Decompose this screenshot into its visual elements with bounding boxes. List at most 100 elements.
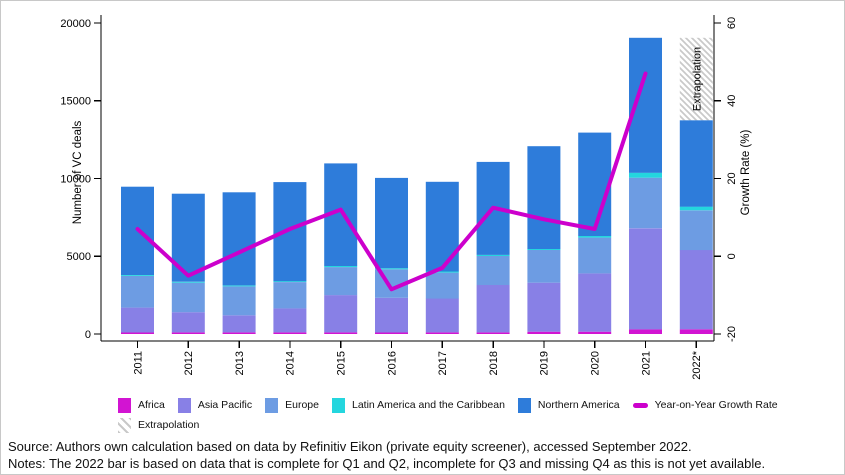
bar-2016-asia-pacific bbox=[375, 297, 408, 333]
right-axis-title: Growth Rate (%) bbox=[740, 130, 752, 216]
extrapolation-annotation: Extrapolation bbox=[691, 47, 703, 111]
bar-2016-latin-america-and-the-caribbean bbox=[375, 268, 408, 270]
bar-2021-africa bbox=[629, 329, 662, 334]
bar-2014-asia-pacific bbox=[273, 308, 307, 333]
legend-item-europe: Europe bbox=[265, 397, 319, 413]
left-tick-label: 10000 bbox=[60, 173, 91, 185]
right-tick-label: -20 bbox=[726, 326, 738, 342]
legend-item-africa: Africa bbox=[118, 397, 165, 413]
bar-2019-latin-america-and-the-caribbean bbox=[527, 248, 561, 250]
bar-2022-europe bbox=[679, 210, 713, 251]
bar-2021-europe bbox=[629, 177, 662, 229]
bar-2022-extrapolation bbox=[679, 37, 713, 121]
legend-line-swatch-year-on-year-growth-rate bbox=[632, 402, 648, 408]
bar-2012-europe bbox=[171, 282, 205, 313]
bar-2022-africa bbox=[679, 329, 713, 334]
bar-2018-latin-america-and-the-caribbean bbox=[476, 254, 510, 256]
bar-2019-africa bbox=[527, 331, 561, 334]
bar-2012-africa bbox=[171, 332, 205, 334]
legend-item-northern-america: Northern America bbox=[517, 397, 620, 413]
legend-row-2: Extrapolation bbox=[1, 415, 844, 435]
bar-2015-asia-pacific bbox=[324, 295, 358, 333]
bar-2013-africa bbox=[222, 332, 256, 334]
legend-item-year-on-year-growth-rate: Year-on-Year Growth Rate bbox=[632, 399, 778, 411]
bar-2011-africa bbox=[121, 332, 154, 334]
right-tick-label: 0 bbox=[726, 253, 738, 259]
bar-2018-africa bbox=[476, 332, 510, 334]
x-tick-label-2011: 2011 bbox=[132, 351, 144, 375]
bar-2022-latin-america-and-the-caribbean bbox=[679, 206, 713, 211]
legend-label: Year-on-Year Growth Rate bbox=[654, 399, 778, 411]
bar-2011-europe bbox=[121, 276, 154, 308]
legend-square-swatch-asia-pacific bbox=[177, 397, 191, 413]
bar-2013-europe bbox=[222, 286, 256, 316]
legend-item-extrapolation: Extrapolation bbox=[118, 417, 200, 433]
legend-label: Latin America and the Caribbean bbox=[351, 399, 505, 411]
vc-deals-chart: Extrapolation 0 5000 10000 15000 20000 -20 0 20 4… bbox=[60, 15, 752, 380]
bar-2011-asia-pacific bbox=[121, 307, 154, 333]
bar-2017-africa bbox=[425, 332, 459, 334]
bar-2012-asia-pacific bbox=[171, 312, 205, 333]
bar-2014-africa bbox=[273, 332, 307, 334]
bar-2020-africa bbox=[578, 331, 612, 334]
bar-2018-asia-pacific bbox=[476, 285, 510, 333]
x-tick-label-2017: 2017 bbox=[437, 351, 449, 375]
x-tick-label-2018: 2018 bbox=[488, 351, 500, 375]
bar-2015-latin-america-and-the-caribbean bbox=[324, 266, 358, 268]
bar-2013-northern-america bbox=[222, 192, 256, 286]
bar-2014-europe bbox=[273, 282, 307, 309]
x-tick-label-2019: 2019 bbox=[539, 351, 551, 375]
left-tick-label: 0 bbox=[85, 329, 91, 341]
x-tick-label-2012: 2012 bbox=[183, 351, 195, 375]
bar-2019-europe bbox=[527, 250, 561, 283]
legend-label: Extrapolation bbox=[138, 419, 200, 431]
x-tick-label-2021: 2021 bbox=[640, 351, 652, 375]
x-tick-label-2022: 2022* bbox=[691, 350, 703, 379]
legend-square-swatch-northern-america bbox=[517, 397, 531, 413]
bar-2014-northern-america bbox=[273, 182, 307, 282]
legend-hatch-swatch-extrapolation bbox=[118, 417, 131, 433]
legend-item-asia-pacific: Asia Pacific bbox=[177, 397, 253, 413]
bar-2015-africa bbox=[324, 332, 358, 334]
left-tick-label: 15000 bbox=[60, 96, 91, 108]
bar-2019-asia-pacific bbox=[527, 282, 561, 332]
bar-2016-northern-america bbox=[375, 177, 408, 269]
left-tick-label: 20000 bbox=[60, 18, 91, 30]
x-tick-label-2014: 2014 bbox=[285, 351, 297, 375]
bar-2014-latin-america-and-the-caribbean bbox=[273, 281, 307, 282]
bar-2012-latin-america-and-the-caribbean bbox=[171, 281, 205, 283]
legend-label: Asia Pacific bbox=[197, 399, 253, 411]
right-tick-label: 40 bbox=[726, 95, 738, 107]
legend-label: Europe bbox=[285, 399, 319, 411]
source-note: Source: Authors own calculation based on… bbox=[8, 439, 692, 454]
bar-2017-europe bbox=[425, 272, 459, 299]
bar-2021-asia-pacific bbox=[629, 228, 662, 330]
figure-footer: Source: Authors own calculation based on… bbox=[8, 439, 808, 472]
axes bbox=[94, 15, 721, 348]
bar-2013-asia-pacific bbox=[222, 315, 256, 333]
bar-2016-africa bbox=[375, 332, 408, 334]
growth-rate-line bbox=[135, 71, 648, 292]
left-tick-label: 5000 bbox=[67, 251, 91, 263]
legend-label: Africa bbox=[138, 399, 165, 411]
x-tick-label-2013: 2013 bbox=[234, 351, 246, 375]
bar-2022-asia-pacific bbox=[679, 250, 713, 330]
bar-2017-asia-pacific bbox=[425, 298, 459, 333]
left-axis-title: Number of VC deals bbox=[72, 120, 84, 224]
bar-2011-latin-america-and-the-caribbean bbox=[121, 275, 154, 276]
legend-square-swatch-latin-america-and-the-caribbean bbox=[331, 397, 345, 413]
chart-legend: Africa Asia Pacific Europe Latin America an… bbox=[1, 395, 844, 435]
bar-2017-latin-america-and-the-caribbean bbox=[425, 271, 459, 273]
legend-row-1: Africa Asia Pacific Europe Latin America an… bbox=[1, 395, 844, 415]
bar-2020-latin-america-and-the-caribbean bbox=[578, 236, 612, 238]
legend-item-latin-america-and-the-caribbean: Latin America and the Caribbean bbox=[331, 397, 505, 413]
bar-2018-europe bbox=[476, 255, 510, 285]
x-tick-label-2020: 2020 bbox=[590, 351, 602, 375]
x-tick-label-2015: 2015 bbox=[336, 351, 348, 375]
bar-2017-northern-america bbox=[425, 181, 459, 272]
legend-label: Northern America bbox=[537, 399, 620, 411]
bar-2015-europe bbox=[324, 267, 358, 296]
bar-2020-asia-pacific bbox=[578, 273, 612, 332]
right-tick-label: 60 bbox=[726, 17, 738, 29]
